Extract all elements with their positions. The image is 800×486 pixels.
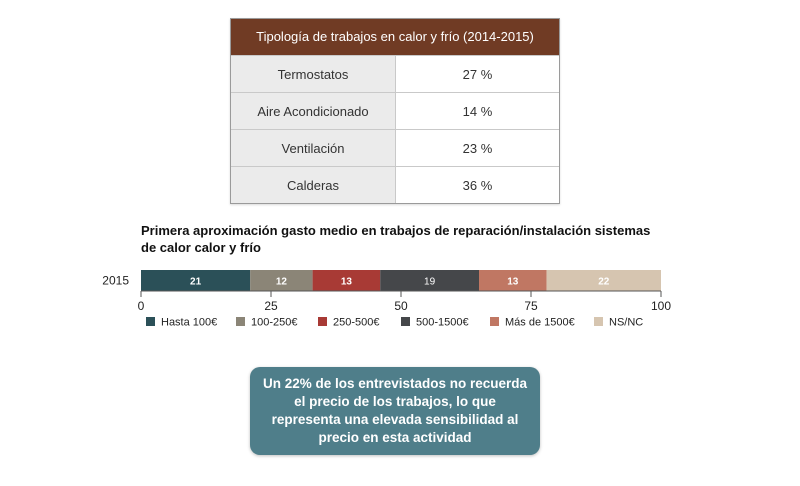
table-cell-value: 27 % <box>396 56 559 92</box>
x-tick-label: 25 <box>264 299 278 313</box>
x-tick-label: 50 <box>394 299 408 313</box>
legend-label: 500-1500€ <box>416 317 469 329</box>
legend-swatch <box>594 317 603 326</box>
data-label: 22 <box>598 277 610 288</box>
chart-title: Primera aproximación gasto medio en trab… <box>141 223 651 255</box>
data-label: 12 <box>276 277 288 288</box>
data-label: 21 <box>190 277 202 288</box>
bar-segment <box>141 270 251 291</box>
table-title: Tipología de trabajos en calor y frío (2… <box>231 19 559 55</box>
table-row: Ventilación 23 % <box>231 129 559 166</box>
legend-swatch <box>318 317 327 326</box>
table-cell-value: 23 % <box>396 130 559 166</box>
bar-segment <box>380 270 479 291</box>
legend-label: 100-250€ <box>251 317 298 329</box>
bar-segment <box>312 270 381 291</box>
data-label: 13 <box>341 277 353 288</box>
table-cell-label: Aire Acondicionado <box>231 93 396 129</box>
stacked-bar-chart: 2015 21 12 13 19 13 22 0 25 50 75 100 Hasta 100€ 100-… <box>102 270 671 329</box>
legend-swatch <box>401 317 410 326</box>
bar-segment <box>250 270 313 291</box>
data-label: 19 <box>424 277 436 288</box>
legend-label: 250-500€ <box>333 317 380 329</box>
category-label: 2015 <box>102 274 129 288</box>
data-label: 13 <box>507 277 519 288</box>
bar-segment <box>479 270 547 291</box>
x-tick-label: 0 <box>138 299 145 313</box>
legend-swatch <box>236 317 245 326</box>
bar-segment <box>546 270 661 291</box>
legend-label: Hasta 100€ <box>161 317 217 329</box>
table-cell-value: 14 % <box>396 93 559 129</box>
table-cell-value: 36 % <box>396 167 559 203</box>
typology-table: Tipología de trabajos en calor y frío (2… <box>230 18 560 204</box>
table-cell-label: Ventilación <box>231 130 396 166</box>
legend-swatch <box>146 317 155 326</box>
callout-text: Un 22% de los entrevistados no recuerda … <box>262 376 528 445</box>
legend-label: NS/NC <box>609 317 643 329</box>
legend-swatch <box>490 317 499 326</box>
insight-callout: Un 22% de los entrevistados no recuerda … <box>250 367 540 455</box>
table-row: Calderas 36 % <box>231 166 559 203</box>
x-tick-label: 75 <box>524 299 538 313</box>
table-cell-label: Termostatos <box>231 56 396 92</box>
x-tick-label: 100 <box>651 299 671 313</box>
legend-label: Más de 1500€ <box>505 317 575 329</box>
table-cell-label: Calderas <box>231 167 396 203</box>
table-row: Termostatos 27 % <box>231 55 559 92</box>
table-row: Aire Acondicionado 14 % <box>231 92 559 129</box>
